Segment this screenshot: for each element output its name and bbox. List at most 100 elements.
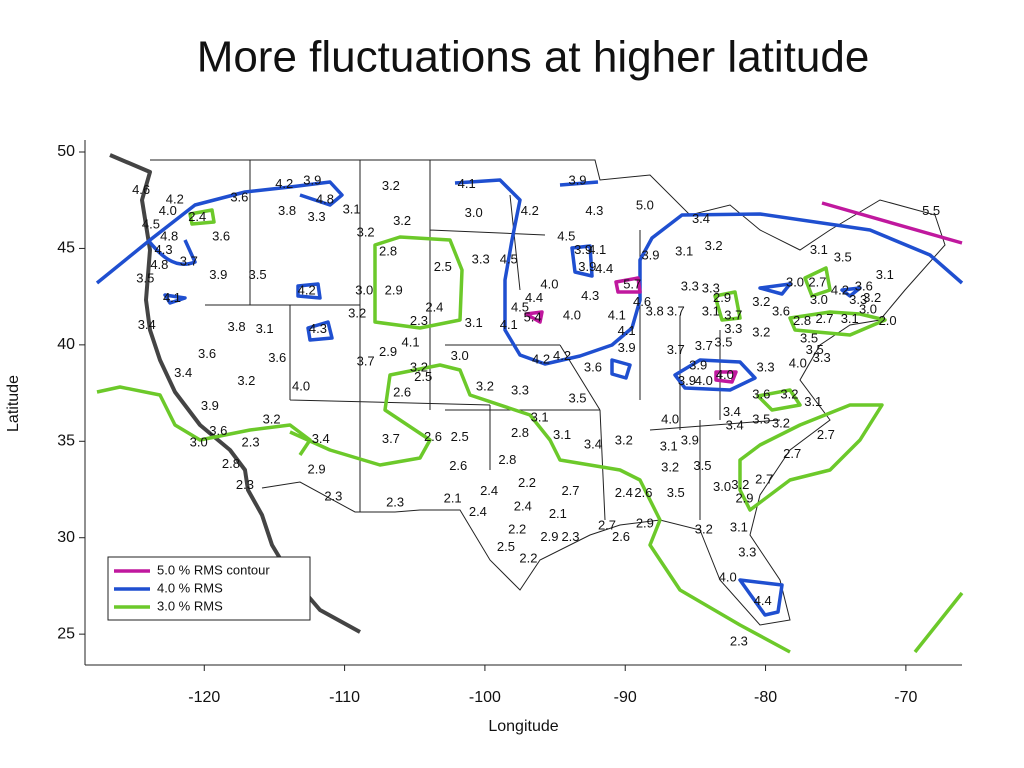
station-value: 3.2 bbox=[615, 433, 633, 448]
station-value: 4.5 bbox=[557, 228, 575, 243]
station-value: 4.1 bbox=[618, 323, 636, 338]
station-value: 3.5 bbox=[714, 334, 732, 349]
station-value: 3.6 bbox=[772, 304, 790, 319]
station-value: 4.4 bbox=[595, 261, 613, 276]
station-value: 3.9 bbox=[568, 172, 586, 187]
contour-4 bbox=[95, 178, 964, 366]
station-value: 3.5 bbox=[136, 271, 154, 286]
station-value: 2.5 bbox=[414, 369, 432, 384]
station-value: 4.2 bbox=[831, 282, 849, 297]
station-value: 3.1 bbox=[553, 427, 571, 442]
station-value: 3.4 bbox=[138, 317, 156, 332]
station-value: 3.1 bbox=[675, 244, 693, 259]
station-value: 2.4 bbox=[188, 209, 206, 224]
station-value: 3.2 bbox=[863, 290, 881, 305]
station-value: 4.1 bbox=[588, 242, 606, 257]
station-value: 3.9 bbox=[678, 373, 696, 388]
station-value: 4.6 bbox=[633, 294, 651, 309]
station-value: 3.3 bbox=[472, 251, 490, 266]
station-value: 4.0 bbox=[292, 379, 310, 394]
station-value: 4.5 bbox=[500, 251, 518, 266]
station-value: 3.3 bbox=[738, 545, 756, 560]
x-axis-label: Longitude bbox=[488, 718, 558, 735]
station-value: 2.7 bbox=[817, 427, 835, 442]
station-value: 3.3 bbox=[757, 359, 775, 374]
station-value: 3.4 bbox=[584, 437, 602, 452]
station-value: 3.5 bbox=[800, 331, 818, 346]
station-value: 2.3 bbox=[410, 313, 428, 328]
y-tick-label: 30 bbox=[57, 529, 75, 546]
station-value: 3.2 bbox=[695, 521, 713, 536]
station-value: 3.0 bbox=[786, 275, 804, 290]
x-tick-label: -110 bbox=[329, 689, 360, 706]
station-value: 4.6 bbox=[132, 182, 150, 197]
station-value: 3.6 bbox=[584, 359, 602, 374]
station-value: 3.2 bbox=[357, 224, 375, 239]
station-value: 3.2 bbox=[348, 305, 366, 320]
station-value: 2.8 bbox=[793, 313, 811, 328]
station-value: 2.1 bbox=[444, 491, 462, 506]
station-value: 3.5 bbox=[834, 250, 852, 265]
station-value: 5.5 bbox=[922, 203, 940, 218]
station-value: 2.9 bbox=[379, 344, 397, 359]
station-value: 3.3 bbox=[307, 209, 325, 224]
station-value: 2.8 bbox=[511, 425, 529, 440]
station-value: 2.2 bbox=[518, 475, 536, 490]
station-value: 3.0 bbox=[713, 479, 731, 494]
station-value: 3.6 bbox=[855, 278, 873, 293]
station-value: 3.8 bbox=[646, 304, 664, 319]
station-value: 3.7 bbox=[695, 338, 713, 353]
station-value: 2.3 bbox=[730, 633, 748, 648]
border bbox=[150, 159, 946, 626]
station-value: 2.7 bbox=[808, 275, 826, 290]
station-value: 5.4 bbox=[524, 309, 542, 324]
station-value: 2.7 bbox=[561, 483, 579, 498]
station-value: 4.2 bbox=[166, 192, 184, 207]
station-value: 2.6 bbox=[634, 485, 652, 500]
station-value: 2.1 bbox=[549, 506, 567, 521]
station-value: 3.2 bbox=[410, 359, 428, 374]
station-value: 5.0 bbox=[636, 197, 654, 212]
station-value: 3.2 bbox=[705, 238, 723, 253]
station-value: 2.4 bbox=[514, 498, 532, 513]
y-axis-label: Latitude bbox=[5, 375, 22, 432]
x-tick-label: -70 bbox=[894, 689, 917, 706]
station-value: 3.0 bbox=[451, 348, 469, 363]
station-value: 2.5 bbox=[434, 259, 452, 274]
y-tick-label: 45 bbox=[57, 240, 75, 257]
station-value: 3.3 bbox=[681, 278, 699, 293]
station-value: 2.0 bbox=[879, 313, 897, 328]
station-value: 2.4 bbox=[425, 300, 443, 315]
station-value: 3.0 bbox=[859, 302, 877, 317]
station-value: 4.3 bbox=[585, 203, 603, 218]
station-value: 3.5 bbox=[806, 342, 824, 357]
station-value: 2.4 bbox=[615, 485, 633, 500]
station-value: 3.1 bbox=[256, 321, 274, 336]
legend-label: 3.0 % RMS bbox=[157, 598, 223, 613]
station-value: 3.2 bbox=[752, 325, 770, 340]
station-value: 4.1 bbox=[608, 307, 626, 322]
station-value: 3.5 bbox=[568, 390, 586, 405]
station-value: 2.9 bbox=[307, 462, 325, 477]
station-value: 3.3 bbox=[813, 350, 831, 365]
station-value: 4.3 bbox=[309, 321, 327, 336]
station-value: 3.3 bbox=[849, 292, 867, 307]
station-value: 3.0 bbox=[465, 205, 483, 220]
y-tick-label: 50 bbox=[57, 143, 75, 160]
station-value: 4.3 bbox=[155, 242, 173, 257]
station-value: 3.6 bbox=[209, 423, 227, 438]
station-value: 3.2 bbox=[382, 178, 400, 193]
station-value: 4.1 bbox=[500, 317, 518, 332]
station-value: 2.6 bbox=[449, 458, 467, 473]
station-value: 3.8 bbox=[278, 203, 296, 218]
station-value: 3.3 bbox=[702, 280, 720, 295]
station-value: 3.7 bbox=[357, 354, 375, 369]
legend-label: 5.0 % RMS contour bbox=[157, 562, 270, 577]
station-value: 3.7 bbox=[667, 304, 685, 319]
station-value: 2.3 bbox=[561, 529, 579, 544]
station-value: 4.4 bbox=[754, 593, 772, 608]
station-value: 3.2 bbox=[237, 373, 255, 388]
station-value: 3.5 bbox=[249, 267, 267, 282]
station-value: 2.3 bbox=[242, 435, 260, 450]
